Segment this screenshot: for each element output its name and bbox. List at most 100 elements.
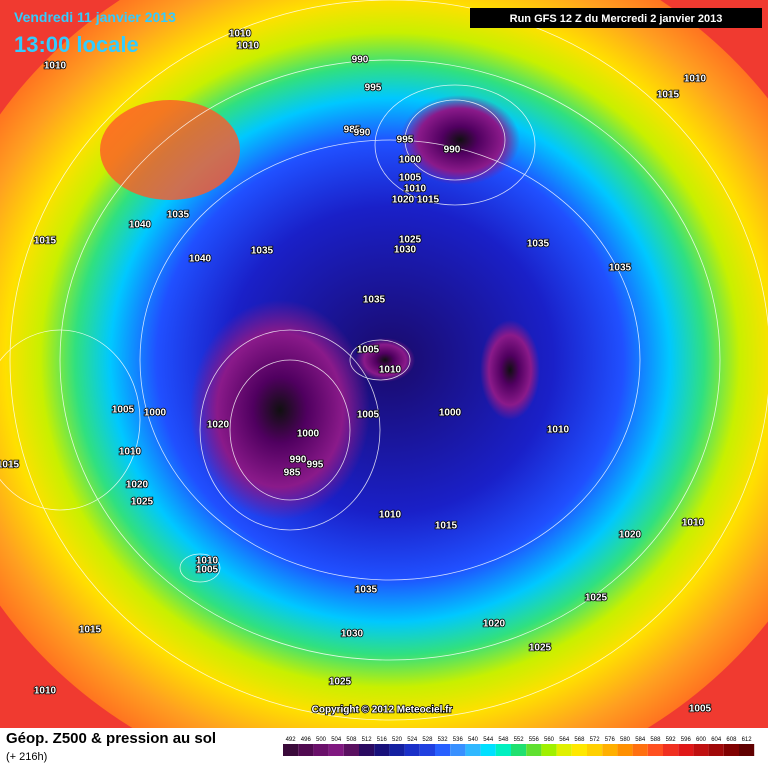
isobar-label: 1005 xyxy=(357,410,380,421)
legend-swatch xyxy=(389,744,405,756)
isobar-label: 990 xyxy=(354,128,371,139)
legend-label: 500 xyxy=(316,737,327,743)
legend-label: 592 xyxy=(666,737,677,743)
legend-swatch xyxy=(435,744,451,756)
legend-label: 512 xyxy=(362,737,373,743)
isobar-label: 1035 xyxy=(251,246,274,257)
warm-cell xyxy=(100,100,240,200)
legend-label: 560 xyxy=(544,737,555,743)
run-box xyxy=(470,8,762,28)
legend-label: 540 xyxy=(468,737,479,743)
isobar-label: 1010 xyxy=(404,184,427,195)
legend-swatch xyxy=(632,744,648,756)
legend-label: 568 xyxy=(574,737,585,743)
legend-label: 496 xyxy=(301,737,312,743)
legend-label: 604 xyxy=(711,737,722,743)
isobar-label: 1025 xyxy=(529,643,552,654)
low-core xyxy=(190,300,370,520)
isobar-label: 1010 xyxy=(196,556,219,567)
legend-swatch xyxy=(678,744,694,756)
legend-swatch xyxy=(404,744,420,756)
isobar-label: 990 xyxy=(290,455,307,466)
isobar-label: 995 xyxy=(397,135,414,146)
isobar-label: 1020 xyxy=(126,480,149,491)
legend-swatch xyxy=(343,744,359,756)
isobar-label: 1030 xyxy=(394,245,417,256)
legend-swatch xyxy=(723,744,739,756)
low-core xyxy=(400,95,520,185)
legend-swatch xyxy=(298,744,314,756)
isobar-label: 1010 xyxy=(547,425,570,436)
legend-label: 524 xyxy=(407,737,418,743)
legend-swatch xyxy=(739,744,755,756)
legend-label: 528 xyxy=(422,737,433,743)
isobar-label: 995 xyxy=(307,460,324,471)
isobar-label: 1020 xyxy=(207,420,230,431)
legend-label: 564 xyxy=(559,737,570,743)
isobar-label: 1015 xyxy=(435,521,458,532)
isobar-label: 1035 xyxy=(363,295,386,306)
footer-lead: (+ 216h) xyxy=(6,751,47,763)
isobar-label: 1015 xyxy=(79,625,102,636)
copyright: Copyright © 2012 Meteociel.fr xyxy=(312,705,453,716)
isobar-label: 1010 xyxy=(682,518,705,529)
isobar-label: 1035 xyxy=(609,263,632,274)
isobar-label: 1040 xyxy=(189,254,212,265)
legend-swatch xyxy=(526,744,542,756)
isobar-label: 990 xyxy=(444,145,461,156)
legend-label: 572 xyxy=(590,737,601,743)
isobar-label: 1025 xyxy=(329,677,352,688)
isobar-label: 985 xyxy=(284,468,301,479)
legend-swatch xyxy=(328,744,344,756)
isobar-label: 1000 xyxy=(399,155,422,166)
isobar-label: 1000 xyxy=(144,408,167,419)
isobar-label: 1010 xyxy=(379,510,402,521)
isobar-label: 1015 xyxy=(0,460,20,471)
legend-label: 492 xyxy=(286,737,297,743)
legend-swatch xyxy=(617,744,633,756)
legend: 492 496 500 504 508 512 516 520 524 528 532 536 540 5… xyxy=(283,737,755,756)
legend-swatch xyxy=(663,744,679,756)
isobar-label: 1005 xyxy=(399,173,422,184)
isobar-label: 1025 xyxy=(585,593,608,604)
footer-title: Géop. Z500 & pression au sol xyxy=(6,730,216,747)
legend-swatch xyxy=(419,744,435,756)
isobar-labels: 1010101010109909959859909959901000100510… xyxy=(0,28,712,716)
isobar-label: 1010 xyxy=(119,447,142,458)
legend-label: 608 xyxy=(726,737,737,743)
legend-label: 520 xyxy=(392,737,403,743)
isobar-label: 1010 xyxy=(44,61,67,72)
isobar-label: 1035 xyxy=(355,585,378,596)
legend-label: 580 xyxy=(620,737,631,743)
run-info: Run GFS 12 Z du Mercredi 2 janvier 2013 xyxy=(510,13,723,25)
legend-swatch xyxy=(693,744,709,756)
isobar-label: 1015 xyxy=(34,236,57,247)
legend-label: 508 xyxy=(346,737,357,743)
isobar-label: 1035 xyxy=(167,210,190,221)
legend-swatch xyxy=(495,744,511,756)
legend-swatch xyxy=(708,744,724,756)
isobar-label: 1025 xyxy=(131,497,154,508)
legend-swatch xyxy=(374,744,390,756)
legend-label: 552 xyxy=(514,737,525,743)
isobars xyxy=(0,0,768,721)
legend-swatch xyxy=(647,744,663,756)
isobar-label: 1035 xyxy=(527,239,550,250)
isobar-label: 1020 xyxy=(483,619,506,630)
legend-label: 532 xyxy=(438,737,449,743)
legend-swatch xyxy=(465,744,481,756)
legend-label: 600 xyxy=(696,737,707,743)
low-core xyxy=(355,338,415,382)
legend-swatch xyxy=(602,744,618,756)
legend-swatch xyxy=(511,744,527,756)
legend-swatch xyxy=(283,744,299,756)
legend-label: 588 xyxy=(650,737,661,743)
isobar-label: 1005 xyxy=(689,704,712,715)
legend-swatch xyxy=(571,744,587,756)
date: Vendredi 11 janvier 2013 xyxy=(14,9,176,25)
isobar-label: 995 xyxy=(365,83,382,94)
isobar-label: 1040 xyxy=(129,220,152,231)
isobar-label: 1005 xyxy=(196,565,219,576)
